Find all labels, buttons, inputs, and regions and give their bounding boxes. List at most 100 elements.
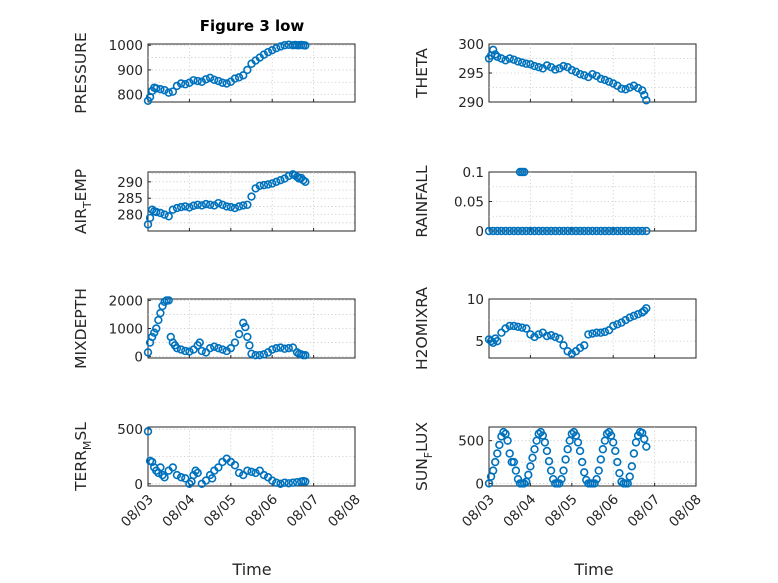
data-point bbox=[526, 226, 535, 236]
data-point bbox=[559, 466, 568, 475]
data-point bbox=[214, 463, 223, 472]
data-point bbox=[205, 200, 215, 209]
data-point bbox=[542, 226, 552, 236]
subplot-4: 0 0.05 0.1 RAINFALL bbox=[413, 165, 697, 240]
data-point bbox=[280, 41, 289, 50]
data-point bbox=[247, 192, 256, 201]
x-tick-label: 08/04 bbox=[500, 492, 539, 531]
data-point bbox=[176, 202, 186, 212]
data-point bbox=[642, 442, 651, 451]
data-point bbox=[629, 311, 639, 321]
data-point bbox=[214, 76, 223, 86]
data-point bbox=[555, 334, 564, 343]
data-point bbox=[530, 226, 539, 236]
data-point bbox=[268, 179, 277, 188]
data-point bbox=[534, 330, 543, 339]
data-point bbox=[530, 445, 539, 454]
y-tick-label: 1000 bbox=[109, 322, 143, 338]
data-point bbox=[152, 207, 161, 217]
axes-box bbox=[147, 43, 356, 103]
data-point bbox=[629, 81, 639, 90]
data-point bbox=[239, 201, 248, 210]
data-point bbox=[542, 61, 552, 70]
data-point bbox=[207, 474, 217, 483]
data-point bbox=[600, 75, 610, 85]
data-point bbox=[580, 71, 589, 80]
data-point bbox=[621, 315, 630, 325]
data-point bbox=[575, 446, 585, 456]
data-point bbox=[268, 476, 277, 485]
data-point bbox=[546, 466, 556, 475]
data-point bbox=[299, 175, 308, 185]
data-point bbox=[563, 445, 572, 454]
data-point bbox=[509, 457, 519, 467]
data-point bbox=[604, 77, 614, 86]
data-point bbox=[642, 304, 651, 313]
data-point bbox=[642, 96, 651, 105]
x-tick-label: 08/08 bbox=[325, 492, 364, 531]
y-tick-label: 285 bbox=[117, 191, 143, 207]
data-point bbox=[185, 479, 194, 489]
y-axis-label: TERRMSL bbox=[72, 422, 94, 492]
data-point bbox=[534, 226, 543, 236]
data-point bbox=[301, 177, 310, 187]
data-point bbox=[243, 65, 252, 75]
y-axis-label: H2OMIXRA bbox=[413, 287, 431, 370]
data-point bbox=[185, 347, 194, 356]
data-point bbox=[526, 330, 535, 339]
data-point bbox=[625, 83, 634, 92]
data-point bbox=[491, 50, 500, 59]
data-point bbox=[251, 468, 260, 478]
data-point bbox=[251, 350, 260, 360]
data-point bbox=[259, 180, 269, 190]
data-point bbox=[158, 470, 167, 480]
data-point bbox=[598, 445, 608, 454]
data-point bbox=[501, 56, 510, 65]
data-point bbox=[160, 85, 169, 95]
x-tick-label: 08/03 bbox=[118, 492, 157, 531]
axes-box bbox=[147, 171, 356, 232]
data-point bbox=[617, 318, 626, 327]
data-point bbox=[505, 321, 514, 331]
data-point bbox=[243, 332, 252, 342]
data-point bbox=[555, 64, 564, 73]
data-point bbox=[301, 477, 310, 486]
x-tick-label: 08/05 bbox=[201, 492, 240, 531]
data-point bbox=[526, 462, 535, 471]
data-point bbox=[259, 350, 269, 359]
data-point bbox=[592, 226, 601, 236]
data-point bbox=[301, 350, 310, 360]
data-point bbox=[284, 479, 293, 488]
y-axis-label: AIRTEMP bbox=[72, 169, 94, 234]
data-point bbox=[292, 172, 302, 182]
data-point bbox=[509, 226, 519, 236]
data-point bbox=[633, 309, 643, 319]
data-point bbox=[143, 348, 153, 357]
data-point bbox=[172, 343, 182, 353]
data-point bbox=[272, 177, 281, 187]
data-point bbox=[156, 463, 165, 472]
data-point bbox=[497, 328, 506, 337]
data-point bbox=[276, 343, 285, 352]
subplot-1: 800 900 1000 PRESSURE bbox=[72, 32, 356, 114]
data-point bbox=[530, 332, 539, 342]
data-point bbox=[239, 470, 248, 480]
data-point bbox=[551, 65, 560, 74]
data-point bbox=[147, 205, 157, 214]
data-point bbox=[488, 338, 498, 348]
data-point bbox=[546, 226, 556, 236]
data-point bbox=[611, 446, 620, 456]
data-point bbox=[243, 200, 252, 209]
data-point bbox=[276, 479, 285, 489]
y-tick-label: 0 bbox=[134, 350, 143, 366]
data-point bbox=[629, 449, 639, 458]
data-point bbox=[563, 347, 572, 356]
data-point bbox=[239, 318, 248, 328]
data-point bbox=[189, 345, 198, 354]
data-point bbox=[627, 462, 637, 471]
data-point bbox=[268, 345, 277, 354]
data-point bbox=[176, 345, 186, 354]
data-point bbox=[172, 470, 182, 480]
